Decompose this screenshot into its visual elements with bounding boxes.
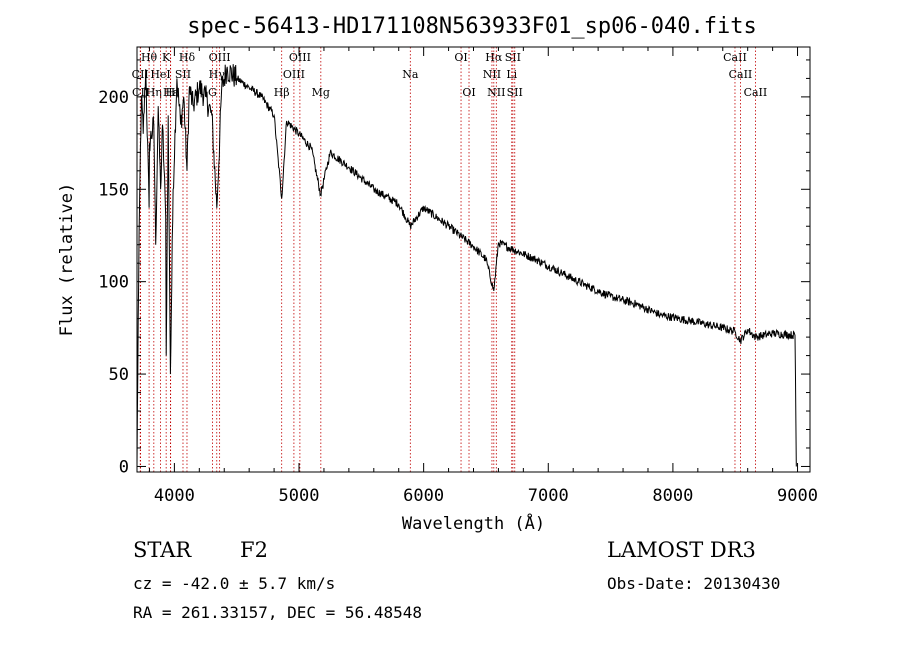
spectral-line-label: Li (506, 68, 517, 81)
x-tick-label: 5000 (279, 486, 320, 506)
spectral-line-label: HeI (150, 68, 170, 81)
x-tick-label: 7000 (528, 486, 569, 506)
spectral-line-label: Mg (312, 86, 330, 99)
object-class: STAR (133, 538, 192, 562)
spectrum-line (136, 64, 797, 467)
spectral-line-label: K (162, 51, 171, 64)
spectral-line-label: SII (505, 51, 521, 64)
spectral-line-label: NII (487, 86, 505, 99)
spectral-line-label: Hθ (141, 51, 158, 64)
spectral-line-label: OI (454, 51, 467, 64)
spectral-line-label: CaII (723, 51, 747, 64)
spectral-line-label: CaII (729, 68, 753, 81)
y-tick-label: 100 (98, 273, 129, 293)
spectral-line-label: Hε (163, 86, 179, 99)
x-tick-label: 4000 (154, 486, 195, 506)
observation-date: Obs-Date: 20130430 (607, 574, 781, 593)
spectral-line-label: OI (462, 86, 475, 99)
spectral-line-label: Hγ (209, 68, 226, 81)
y-axis-label: Flux (relative) (57, 183, 77, 337)
spectral-line-label: OIII (289, 51, 311, 64)
spectral-line-label: G (208, 86, 217, 99)
spectral-line-label: CaII (744, 86, 768, 99)
x-tick-label: 8000 (652, 486, 693, 506)
spectral-line-label: SII (175, 68, 191, 81)
chart-title: spec-56413-HD171108N563933F01_sp06-040.f… (187, 14, 757, 39)
y-tick-label: 0 (119, 457, 129, 477)
spectral-line-label: Hα (485, 51, 503, 64)
survey-name: LAMOST DR3 (607, 538, 756, 562)
y-tick-label: 200 (98, 88, 129, 108)
x-tick-label: 9000 (777, 486, 818, 506)
spectral-line-label: CII (132, 68, 149, 81)
object-subclass: F2 (240, 538, 268, 562)
x-axis-label: Wavelength (Å) (402, 512, 545, 534)
spectral-line-label: OIII (283, 68, 305, 81)
ra-dec-coordinates: RA = 261.33157, DEC = 56.48548 (133, 603, 422, 622)
plot-frame (136, 46, 811, 473)
spectral-line-label: NII (483, 68, 501, 81)
spectral-line-label: OIII (209, 51, 231, 64)
spectral-line-label: Hδ (179, 51, 196, 64)
spectral-line-label: Hη (146, 86, 162, 99)
spectral-line-label: Na (402, 68, 419, 81)
y-tick-label: 50 (109, 365, 129, 385)
x-tick-label: 6000 (403, 486, 444, 506)
spectral-line-label: SII (507, 86, 523, 99)
redshift-velocity: cz = -42.0 ± 5.7 km/s (133, 574, 336, 593)
spectral-line-label: Hβ (274, 86, 290, 99)
y-tick-label: 150 (98, 180, 129, 200)
